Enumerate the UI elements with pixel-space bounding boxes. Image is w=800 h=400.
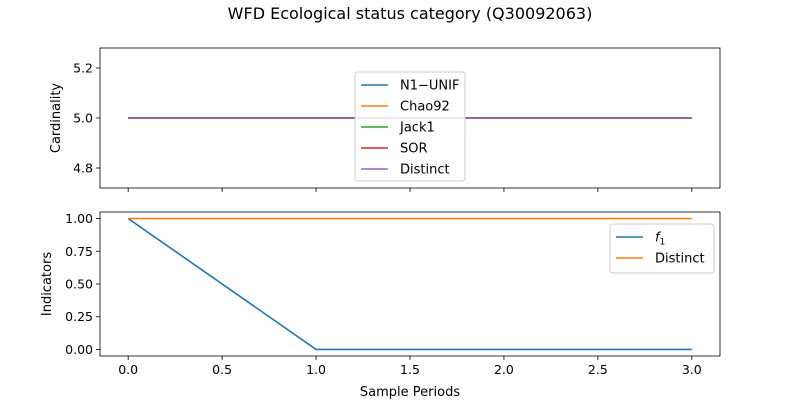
x-tick-label: 3.0 [682,362,702,377]
y-tick-label: 5.2 [73,61,93,76]
y-axis-label: Indicators [40,252,55,316]
x-tick-label: 1.5 [400,362,420,377]
indicators-panel: 0.00 0.25 0.50 0.75 1.00 0.0 0.5 1.0 1.5 2.0 2.5 3.… [40,211,721,400]
plot-frame [99,211,721,357]
y-tick-label: 1.00 [65,211,93,226]
legend: N1−UNIF Chao92 Jack1 SOR Distinct [354,71,466,182]
plot-frame [99,47,721,189]
y-tick-label: 4.8 [73,161,93,176]
x-tick-label: 0.5 [212,362,232,377]
figure-title: WFD Ecological status category (Q3009206… [228,4,593,23]
legend-label: Distinct [655,252,705,267]
series-line [127,217,692,351]
y-tick-label: 0.00 [65,342,93,357]
x-axis-label: Sample Periods [360,385,460,400]
legend-label: Jack1 [399,121,435,136]
y-axis-label: Cardinality [49,83,64,154]
legend: f1 Distinct [609,223,715,274]
legend-label: Distinct [400,163,450,178]
legend-label: Chao92 [400,100,450,115]
legend-label: N1−UNIF [400,79,459,94]
y-tick-label: 0.25 [65,309,93,324]
x-tick-label: 2.5 [588,362,608,377]
legend-label: SOR [400,142,428,157]
x-tick-label: 2.0 [494,362,514,377]
y-tick-label: 0.75 [65,244,93,259]
x-tick-label: 0.0 [118,362,138,377]
legend-label: f1 [655,231,665,248]
legend-box [354,71,466,182]
y-tick-label: 0.50 [65,277,93,292]
y-tick-label: 5.0 [73,111,93,126]
cardinality-panel: 4.8 5.0 5.2 Cardinality N1−UNIF Chao92 Jack1 SO… [49,47,721,192]
x-tick-label: 1.0 [306,362,326,377]
